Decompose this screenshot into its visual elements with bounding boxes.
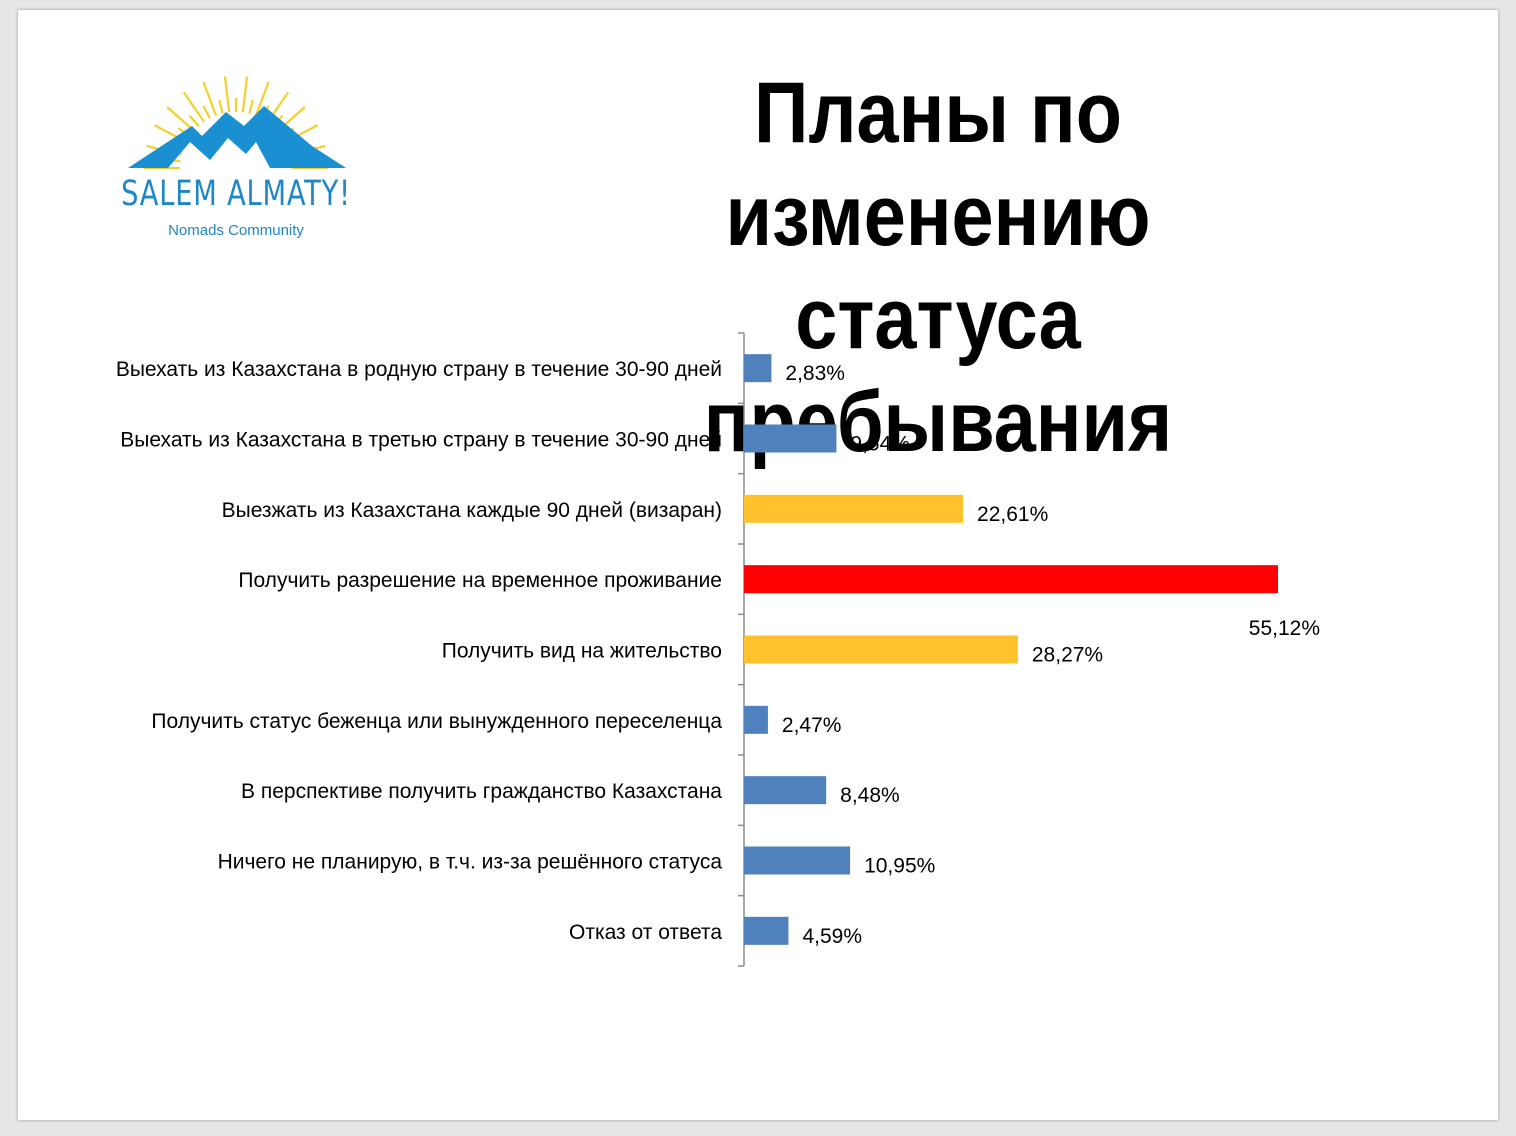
bar bbox=[744, 565, 1278, 594]
sun-ray bbox=[166, 106, 195, 132]
value-labels: 2,83% 9,54% 22,61% 55,12% 28,27% 2,47% 8,48% 10… bbox=[782, 362, 1320, 948]
category-label: Выехать из Казахстана в родную страну в … bbox=[116, 358, 722, 381]
value-label: 10,95% bbox=[864, 855, 935, 878]
category-label: Выезжать из Казахстана каждые 90 дней (в… bbox=[222, 499, 722, 522]
value-label: 55,12% bbox=[1249, 617, 1320, 640]
bars bbox=[744, 354, 1278, 945]
bar bbox=[744, 916, 789, 945]
title-line-1: Планы по изменению bbox=[725, 65, 1151, 264]
value-label: 2,47% bbox=[782, 714, 842, 737]
sun-ray bbox=[248, 99, 254, 114]
sun-ray bbox=[202, 105, 211, 119]
value-label: 2,83% bbox=[785, 362, 845, 385]
bar bbox=[744, 776, 827, 805]
sun-ray bbox=[241, 76, 249, 113]
category-label: Выехать из Казахстана в третью страну в … bbox=[120, 429, 722, 452]
page-title: Планы по изменению статуса пребывания bbox=[586, 62, 1290, 474]
sun-mountain-emblem bbox=[128, 76, 346, 170]
title-line-2: статуса пребывания bbox=[703, 271, 1173, 470]
value-label: 28,27% bbox=[1032, 644, 1103, 667]
mountain-icon bbox=[128, 106, 346, 168]
value-label: 22,61% bbox=[977, 503, 1048, 526]
sun-ray bbox=[188, 114, 200, 127]
sun-ray bbox=[223, 76, 231, 113]
salem-almaty-logo: SALEM ALMATY! Nomads Community bbox=[50, 42, 422, 278]
sun-ray bbox=[254, 81, 270, 117]
sun-ray bbox=[182, 91, 206, 123]
bar bbox=[744, 424, 837, 453]
logo-name: SALEM ALMATY! bbox=[121, 174, 351, 214]
sun-ray bbox=[218, 99, 224, 114]
bar bbox=[744, 354, 772, 383]
category-label: Получить разрешение на временное прожива… bbox=[238, 569, 722, 592]
category-axis bbox=[738, 332, 745, 967]
category-label: В перспективе получить гражданство Казах… bbox=[241, 780, 722, 803]
category-labels: Выехать из Казахстана в родную страну в … bbox=[116, 358, 722, 944]
value-label: 8,48% bbox=[840, 784, 900, 807]
category-label: Отказ от ответа bbox=[569, 921, 722, 944]
sun-ray bbox=[202, 81, 218, 117]
logo-tagline: Nomads Community bbox=[168, 222, 304, 239]
bar bbox=[744, 494, 964, 523]
category-label: Ничего не планирую, в т.ч. из-за решённо… bbox=[218, 851, 723, 874]
category-label: Получить вид на жительство bbox=[442, 640, 722, 663]
value-label: 9,54% bbox=[850, 433, 910, 456]
bar bbox=[744, 635, 1018, 664]
bar bbox=[744, 705, 768, 734]
value-label: 4,59% bbox=[802, 925, 862, 948]
category-label: Получить статус беженца или вынужденного… bbox=[151, 710, 722, 733]
bar bbox=[744, 846, 851, 875]
